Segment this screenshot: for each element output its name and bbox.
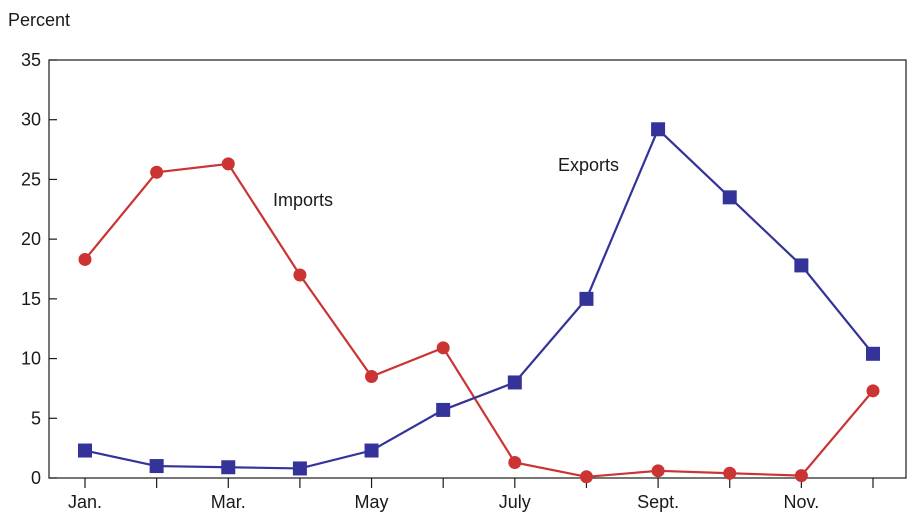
- imports-point: [579, 470, 593, 484]
- exports-point: [436, 402, 451, 417]
- annotation-exports: Exports: [558, 155, 619, 175]
- imports-point: [221, 157, 235, 171]
- exports-point: [221, 460, 236, 475]
- x-tick-label: Jan.: [68, 492, 102, 512]
- imports-point: [651, 464, 665, 478]
- exports-point: [364, 443, 379, 458]
- x-tick-label: May: [355, 492, 389, 512]
- annotation-layer: Imports Exports: [273, 155, 619, 210]
- y-axis-label: Percent: [8, 10, 70, 30]
- y-tick-label: 15: [21, 289, 41, 309]
- imports-point: [866, 384, 880, 398]
- y-tick-label: 30: [21, 110, 41, 130]
- exports-point: [507, 375, 522, 390]
- series-layer: [78, 122, 880, 484]
- exports-point: [78, 443, 92, 458]
- y-tick-label: 5: [31, 408, 41, 428]
- exports-point: [722, 190, 737, 205]
- series-imports: [78, 157, 880, 484]
- y-tick-label: 25: [21, 169, 41, 189]
- imports-point: [723, 466, 737, 480]
- imports-point: [78, 252, 92, 266]
- x-tick-label: Mar.: [211, 492, 246, 512]
- imports-point: [794, 469, 808, 483]
- series-exports: [78, 122, 880, 476]
- y-axis: 0 5 10 15 20 25 30 35: [21, 50, 57, 488]
- y-tick-label: 35: [21, 50, 41, 70]
- exports-point: [866, 346, 880, 361]
- imports-point: [436, 341, 450, 355]
- imports-point: [508, 455, 522, 469]
- exports-point: [149, 459, 164, 474]
- y-tick-label: 0: [31, 468, 41, 488]
- x-tick-label: Nov.: [784, 492, 820, 512]
- x-tick-label: July: [499, 492, 531, 512]
- x-tick-label: Sept.: [637, 492, 679, 512]
- exports-point: [579, 291, 594, 306]
- exports-line: [84, 127, 874, 470]
- imports-line: [84, 162, 874, 478]
- exports-point: [651, 122, 666, 137]
- imports-point: [365, 369, 379, 383]
- exports-point: [794, 258, 809, 273]
- imports-point: [150, 165, 164, 179]
- annotation-imports: Imports: [273, 190, 333, 210]
- y-tick-label: 20: [21, 229, 41, 249]
- exports-point: [292, 461, 307, 476]
- plot-frame: [48, 59, 907, 479]
- x-axis: Jan. Mar. May July Sept. Nov.: [68, 478, 874, 512]
- imports-point: [293, 268, 307, 282]
- y-tick-label: 10: [21, 349, 41, 369]
